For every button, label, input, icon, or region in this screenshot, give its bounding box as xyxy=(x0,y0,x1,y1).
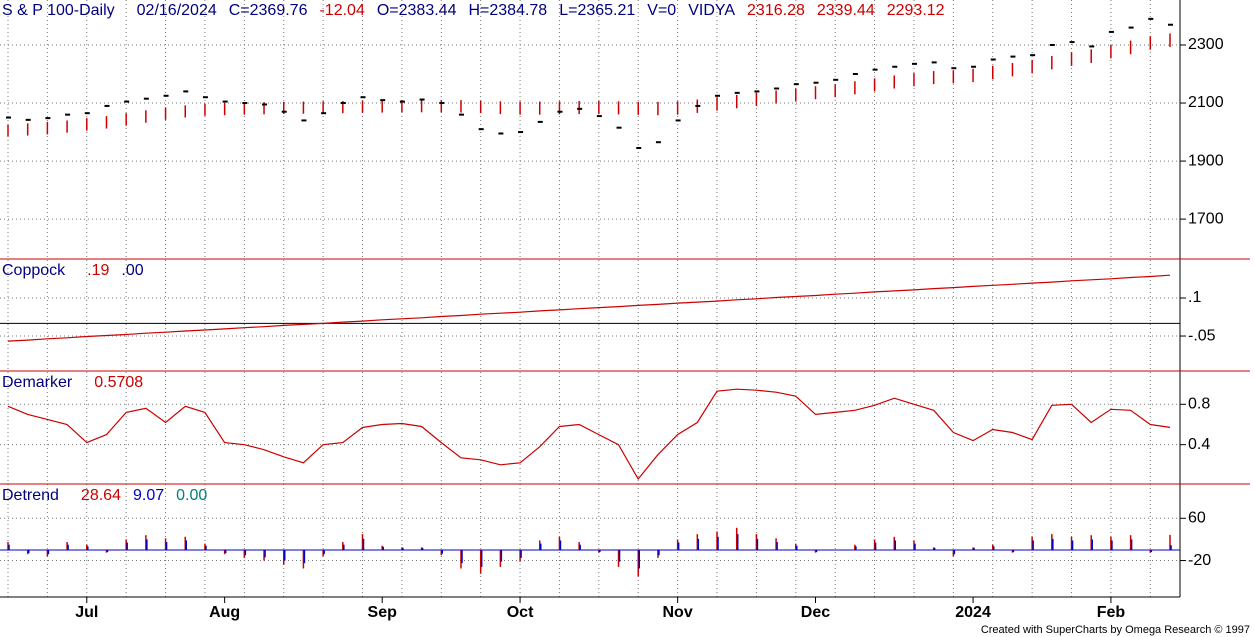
x-tick-label: Jul xyxy=(75,604,98,621)
x-tick-label: Nov xyxy=(663,604,693,621)
y-tick-label: 0.8 xyxy=(1188,396,1210,413)
legend-entry: 0.00 xyxy=(176,487,207,504)
x-tick-label: 2024 xyxy=(955,604,991,621)
series-line xyxy=(7,274,1171,342)
y-tick-label: 60 xyxy=(1188,510,1206,527)
legend-entry: V=0 xyxy=(647,2,676,19)
legend-entry: VIDYA xyxy=(688,2,735,19)
legend-entry: S & P 100-Daily xyxy=(2,2,115,19)
legend-entry: .00 xyxy=(121,262,143,279)
x-tick-label: Oct xyxy=(507,604,534,621)
legend-entry: .19 xyxy=(87,262,109,279)
y-tick-label: -20 xyxy=(1188,552,1211,569)
legend-entry: Coppock xyxy=(2,262,66,279)
legend-entry: O=2383.44 xyxy=(377,2,457,19)
x-tick-label: Sep xyxy=(368,604,398,621)
y-tick-label: 1700 xyxy=(1188,210,1224,227)
legend-entry: 28.64 xyxy=(81,487,121,504)
y-tick-label: 0.4 xyxy=(1188,436,1210,453)
x-tick-label: Dec xyxy=(801,604,830,621)
x-tick-label: Feb xyxy=(1097,604,1126,621)
legend-entry: Demarker xyxy=(2,374,73,391)
footer: Created with SuperCharts by Omega Resear… xyxy=(981,624,1250,636)
legend-entry: Detrend xyxy=(2,487,59,504)
y-tick-label: 2100 xyxy=(1188,94,1224,111)
legend-entry: 2293.12 xyxy=(887,2,945,19)
legend-entry: 2339.44 xyxy=(817,2,875,19)
legend-entry: L=2365.21 xyxy=(559,2,635,19)
legend-entry: -12.04 xyxy=(319,2,364,19)
legend-entry: C=2369.76 xyxy=(229,2,308,19)
legend-entry: 02/16/2024 xyxy=(137,2,217,19)
y-tick-label: .1 xyxy=(1188,289,1201,306)
y-tick-label: 2300 xyxy=(1188,36,1224,53)
y-tick-label: 1900 xyxy=(1188,152,1224,169)
x-tick-label: Aug xyxy=(209,604,240,621)
legend-entry: 2316.28 xyxy=(747,2,805,19)
legend-entry: 9.07 xyxy=(133,487,164,504)
legend-entry: 0.5708 xyxy=(94,374,143,391)
y-tick-label: -.05 xyxy=(1188,327,1216,344)
legend-entry: H=2384.78 xyxy=(468,2,547,19)
series-line xyxy=(7,388,1171,481)
